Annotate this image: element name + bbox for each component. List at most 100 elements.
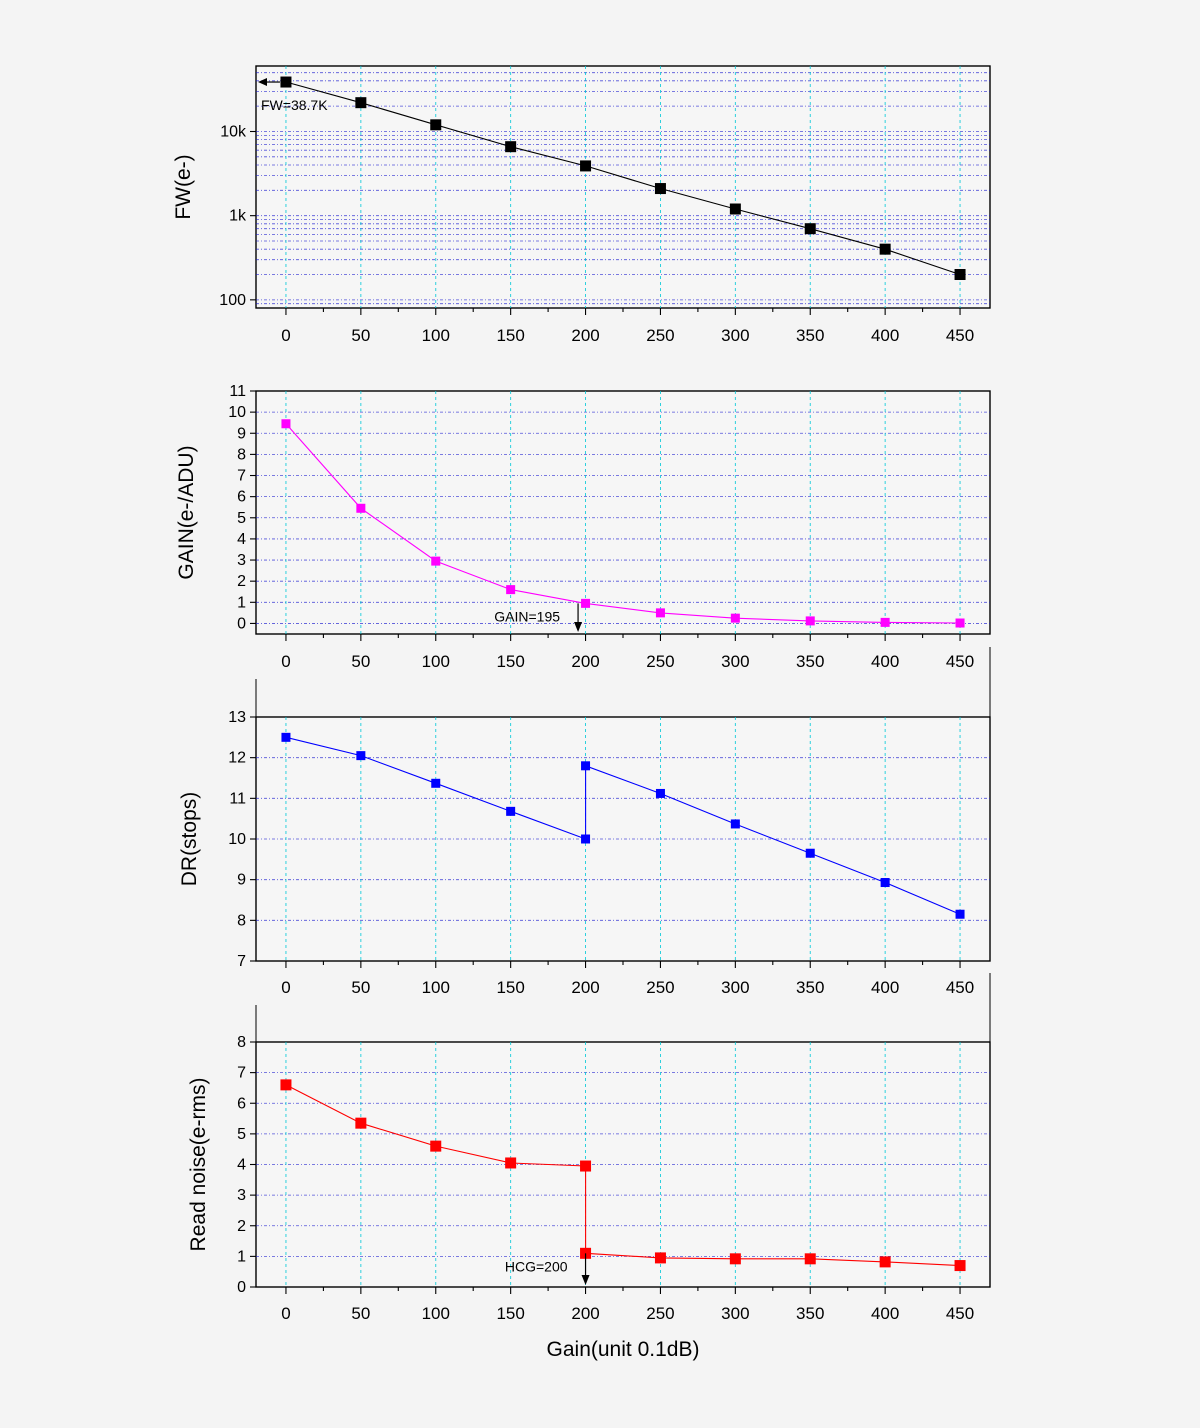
data-point bbox=[281, 419, 291, 429]
y-axis-title: Read noise(e-rms) bbox=[187, 1078, 210, 1252]
y-tick-label: 3 bbox=[237, 1187, 246, 1204]
data-point bbox=[581, 598, 591, 608]
y-tick-label: 7 bbox=[237, 1065, 246, 1082]
x-tick-label: 100 bbox=[422, 978, 450, 997]
y-tick-label: 4 bbox=[237, 531, 246, 548]
x-tick-label: 150 bbox=[496, 1304, 524, 1323]
y-tick-label: 8 bbox=[237, 446, 246, 463]
y-axis-title: FW(e-) bbox=[172, 154, 195, 219]
y-tick-label: 7 bbox=[237, 468, 246, 485]
x-tick-label: 100 bbox=[422, 652, 450, 671]
data-point bbox=[730, 819, 740, 829]
x-tick-label: 50 bbox=[351, 1304, 370, 1323]
y-tick-label: 3 bbox=[237, 552, 246, 569]
data-point bbox=[730, 613, 740, 623]
data-point bbox=[880, 878, 890, 888]
x-tick-label: 50 bbox=[351, 326, 370, 345]
x-tick-label: 350 bbox=[796, 1304, 824, 1323]
y-tick-label: 100 bbox=[219, 292, 246, 309]
x-tick-label: 200 bbox=[571, 978, 599, 997]
y-tick-label: 1k bbox=[229, 208, 247, 225]
data-point bbox=[431, 556, 441, 566]
y-tick-label: 2 bbox=[237, 573, 246, 590]
x-tick-label: 400 bbox=[871, 652, 899, 671]
x-tick-label: 0 bbox=[281, 652, 290, 671]
data-point bbox=[355, 97, 367, 109]
y-tick-label: 8 bbox=[237, 912, 246, 929]
series-line bbox=[285, 423, 961, 624]
annotation-arrowhead bbox=[258, 78, 267, 87]
x-tick-label: 250 bbox=[646, 1304, 674, 1323]
data-point bbox=[355, 1117, 367, 1129]
data-point bbox=[655, 608, 665, 618]
plot-area bbox=[255, 1041, 991, 1288]
data-point bbox=[505, 1157, 517, 1169]
y-tick-label: 5 bbox=[237, 510, 246, 527]
read-noise-panel: 0 50 100 150 200 250 300 350 400 450 0 1 2 3 4 5 6 7 8 Read… bbox=[187, 1034, 991, 1361]
y-tick-label: 1 bbox=[237, 1248, 246, 1265]
x-tick-label: 50 bbox=[351, 652, 370, 671]
data-point bbox=[580, 1160, 592, 1172]
y-tick-label: 1 bbox=[237, 594, 246, 611]
x-tick-label: 350 bbox=[796, 978, 824, 997]
x-tick-label: 0 bbox=[281, 326, 290, 345]
y-tick-label: 5 bbox=[237, 1126, 246, 1143]
x-tick-label: 350 bbox=[796, 652, 824, 671]
data-point bbox=[506, 806, 516, 816]
data-point bbox=[580, 160, 592, 172]
x-tick-label: 350 bbox=[796, 326, 824, 345]
data-point bbox=[506, 585, 516, 595]
data-point bbox=[955, 909, 965, 919]
y-tick-label: 4 bbox=[237, 1157, 246, 1174]
y-axis-title: DR(stops) bbox=[178, 792, 201, 887]
x-tick-label: 450 bbox=[946, 326, 974, 345]
x-tick-label: 0 bbox=[281, 1304, 290, 1323]
y-tick-label: 2 bbox=[237, 1218, 246, 1235]
annotation-arrowhead bbox=[581, 1275, 590, 1285]
y-axis-title: GAIN(e-/ADU) bbox=[175, 445, 198, 579]
data-point bbox=[281, 732, 291, 742]
x-tick-label: 450 bbox=[946, 652, 974, 671]
x-tick-label: 100 bbox=[422, 1304, 450, 1323]
data-point bbox=[955, 618, 965, 628]
data-point bbox=[280, 1079, 292, 1091]
data-point bbox=[729, 203, 741, 215]
x-tick-label: 50 bbox=[351, 978, 370, 997]
data-point bbox=[879, 243, 891, 255]
y-tick-label: 0 bbox=[237, 1279, 246, 1296]
data-point bbox=[805, 616, 815, 626]
data-point bbox=[655, 788, 665, 798]
y-tick-label: 11 bbox=[229, 790, 246, 807]
data-point bbox=[280, 76, 292, 88]
data-point bbox=[804, 1253, 816, 1265]
data-point bbox=[356, 503, 366, 513]
y-tick-label: 11 bbox=[229, 383, 246, 400]
x-axis-title: Gain(unit 0.1dB) bbox=[547, 1338, 700, 1361]
x-tick-label: 250 bbox=[646, 978, 674, 997]
gain-panel: 0 50 100 150 200 250 300 350 400 450 0 1 2 3 4 5 6 7 8 9 10 1… bbox=[175, 383, 991, 671]
x-tick-label: 250 bbox=[646, 652, 674, 671]
data-point bbox=[430, 1140, 442, 1152]
x-tick-label: 300 bbox=[721, 652, 749, 671]
x-tick-label: 100 bbox=[422, 326, 450, 345]
data-point bbox=[654, 1252, 666, 1264]
data-point bbox=[879, 1256, 891, 1268]
annotation-label: FW=38.7K bbox=[261, 97, 328, 113]
y-tick-label: 6 bbox=[237, 489, 246, 506]
x-tick-label: 300 bbox=[721, 1304, 749, 1323]
data-point bbox=[804, 223, 816, 235]
data-point bbox=[356, 751, 366, 761]
data-point bbox=[729, 1253, 741, 1265]
x-tick-label: 450 bbox=[946, 1304, 974, 1323]
data-point bbox=[581, 834, 591, 844]
y-tick-label: 8 bbox=[237, 1034, 246, 1051]
y-tick-label: 9 bbox=[237, 872, 246, 889]
x-tick-label: 200 bbox=[571, 652, 599, 671]
y-tick-label: 10k bbox=[220, 123, 247, 140]
x-tick-label: 250 bbox=[646, 326, 674, 345]
y-tick-label: 13 bbox=[228, 709, 246, 726]
annotation-arrowhead bbox=[574, 622, 583, 632]
data-point bbox=[805, 848, 815, 858]
y-tick-label: 9 bbox=[237, 425, 246, 442]
